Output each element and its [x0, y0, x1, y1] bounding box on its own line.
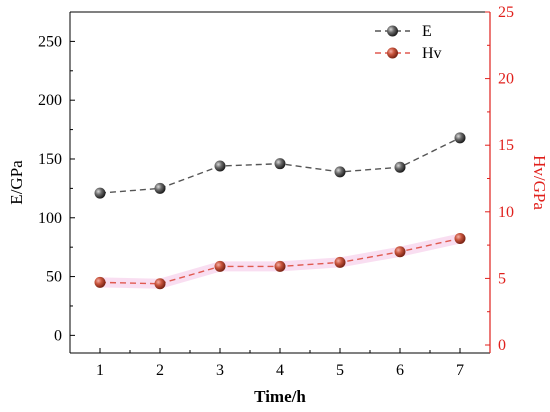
left-y-tick-label: 200	[38, 92, 62, 109]
point-hv	[454, 232, 466, 244]
point-hv	[334, 256, 346, 268]
point-hv	[274, 260, 286, 272]
point-e	[334, 166, 346, 178]
x-tick-label: 4	[276, 362, 284, 379]
left-y-tick-label: 0	[54, 327, 62, 344]
x-tick-label: 6	[396, 362, 404, 379]
point-hv	[154, 278, 166, 290]
left-y-tick-label: 150	[38, 151, 62, 168]
point-e	[214, 160, 226, 172]
data-marks	[94, 132, 466, 290]
axes: 1 2 3 4 5 6 7 0 50 100 150 200 250 0 5 10 15 20 25 Time/h E/…	[7, 4, 549, 406]
right-y-tick-label: 5	[498, 270, 506, 287]
x-tick-label: 3	[216, 362, 224, 379]
left-y-tick-label: 250	[38, 33, 62, 50]
point-hv	[94, 276, 106, 288]
x-tick-label: 1	[96, 362, 104, 379]
left-y-tick-label: 50	[46, 269, 62, 286]
left-y-axis-title: E/GPa	[7, 160, 26, 205]
point-e	[454, 132, 466, 144]
legend: E Hv	[375, 23, 442, 62]
left-y-tick-label: 100	[38, 210, 62, 227]
x-tick-label: 5	[336, 362, 344, 379]
right-y-tick-label: 25	[498, 4, 514, 21]
point-hv	[394, 246, 406, 258]
point-e	[394, 161, 406, 173]
legend-label-e: E	[422, 23, 432, 40]
legend-marker-e	[387, 25, 398, 37]
right-y-tick-label: 15	[498, 137, 514, 154]
x-axis-title: Time/h	[254, 387, 306, 406]
right-y-tick-label: 10	[498, 204, 514, 221]
legend-label-hv: Hv	[422, 45, 442, 62]
right-y-tick-label: 0	[498, 337, 506, 354]
point-e	[154, 182, 166, 194]
point-e	[274, 158, 286, 170]
right-y-tick-label: 20	[498, 71, 514, 88]
right-y-axis-title: Hv/GPa	[530, 155, 549, 210]
point-e	[94, 187, 106, 199]
legend-marker-hv	[387, 47, 398, 59]
x-tick-label: 7	[456, 362, 464, 379]
point-hv	[214, 260, 226, 272]
x-tick-label: 2	[156, 362, 164, 379]
